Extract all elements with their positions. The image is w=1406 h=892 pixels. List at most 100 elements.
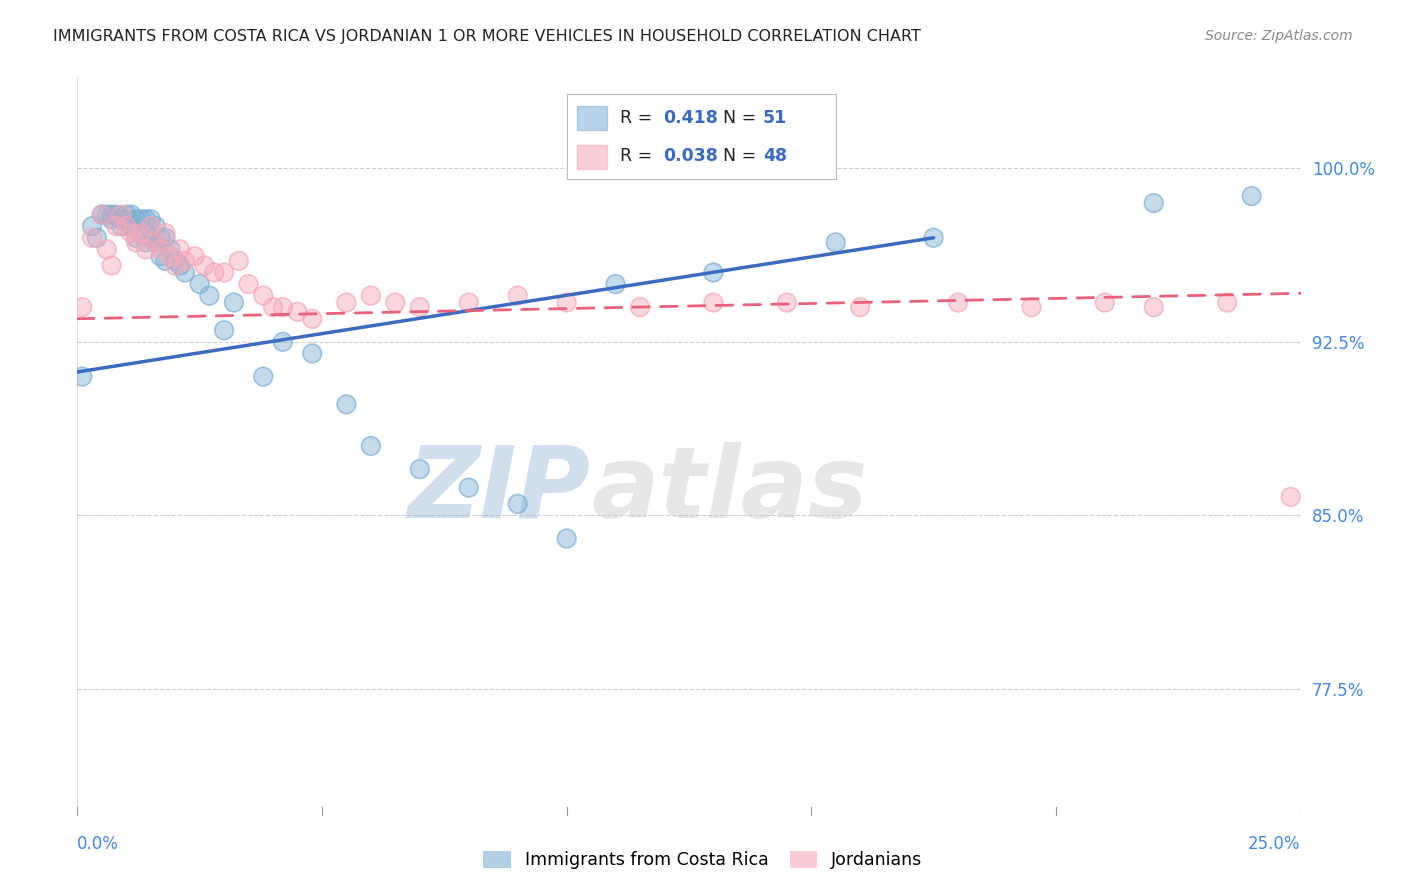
Point: [188, 277, 211, 291]
Point: [360, 439, 382, 453]
Point: [165, 259, 187, 273]
Point: [100, 208, 122, 222]
Point: [105, 208, 128, 222]
Point: [1094, 295, 1116, 310]
Point: [115, 212, 138, 227]
Point: [120, 226, 142, 240]
Point: [80, 219, 103, 234]
Point: [120, 208, 142, 222]
Point: [184, 249, 207, 263]
Point: [1279, 490, 1302, 504]
Point: [105, 219, 128, 234]
Point: [135, 212, 157, 227]
Point: [135, 243, 157, 257]
Point: [824, 235, 846, 250]
Point: [409, 300, 432, 314]
Point: [222, 295, 245, 310]
Point: [228, 254, 250, 268]
Point: [335, 397, 357, 411]
Point: [159, 243, 181, 257]
Point: [70, 300, 93, 314]
Point: [252, 369, 274, 384]
Point: [110, 212, 132, 227]
Point: [198, 288, 221, 302]
Point: [169, 243, 191, 257]
Point: [169, 259, 191, 273]
Point: [100, 259, 122, 273]
Point: [384, 295, 406, 310]
Point: [849, 300, 872, 314]
Point: [135, 235, 157, 250]
Point: [776, 295, 799, 310]
Point: [628, 300, 651, 314]
Point: [212, 323, 235, 337]
Point: [262, 300, 284, 314]
Point: [212, 265, 235, 279]
Point: [335, 397, 357, 411]
Point: [155, 226, 177, 240]
Point: [129, 226, 152, 240]
Point: [457, 295, 479, 310]
Point: [1216, 295, 1239, 310]
Point: [174, 265, 197, 279]
Text: IMMIGRANTS FROM COSTA RICA VS JORDANIAN 1 OR MORE VEHICLES IN HOUSEHOLD CORRELAT: IMMIGRANTS FROM COSTA RICA VS JORDANIAN …: [53, 29, 921, 44]
Point: [1021, 300, 1043, 314]
Point: [506, 288, 529, 302]
Point: [271, 300, 294, 314]
Point: [155, 231, 177, 245]
Point: [135, 235, 157, 250]
Point: [125, 231, 148, 245]
Point: [100, 212, 122, 227]
Point: [125, 235, 148, 250]
Point: [384, 295, 406, 310]
Text: 25.0%: 25.0%: [1249, 835, 1301, 853]
Point: [628, 300, 651, 314]
Point: [301, 311, 323, 326]
Point: [271, 334, 294, 349]
Point: [1143, 300, 1166, 314]
Point: [90, 208, 112, 222]
Point: [287, 305, 309, 319]
Point: [702, 265, 724, 279]
Point: [105, 219, 128, 234]
Point: [145, 219, 167, 234]
Point: [135, 212, 157, 227]
Point: [96, 243, 118, 257]
Point: [165, 254, 187, 268]
Point: [188, 277, 211, 291]
Point: [120, 208, 142, 222]
Point: [145, 235, 167, 250]
Point: [129, 226, 152, 240]
Legend: Immigrants from Costa Rica, Jordanians: Immigrants from Costa Rica, Jordanians: [477, 844, 929, 876]
Point: [824, 235, 846, 250]
Point: [212, 323, 235, 337]
Point: [149, 243, 172, 257]
Point: [922, 231, 945, 245]
Point: [174, 265, 197, 279]
Point: [149, 231, 172, 245]
Point: [409, 462, 432, 476]
Point: [115, 219, 138, 234]
Point: [605, 277, 627, 291]
Point: [457, 481, 479, 495]
Point: [252, 288, 274, 302]
Point: [1216, 295, 1239, 310]
Point: [252, 369, 274, 384]
Point: [110, 219, 132, 234]
Point: [360, 288, 382, 302]
Point: [96, 208, 118, 222]
Point: [139, 212, 162, 227]
Point: [922, 231, 945, 245]
Point: [1094, 295, 1116, 310]
Point: [70, 369, 93, 384]
Point: [165, 259, 187, 273]
Point: [129, 212, 152, 227]
Point: [86, 231, 108, 245]
Point: [110, 219, 132, 234]
Point: [202, 265, 225, 279]
Point: [165, 254, 187, 268]
Point: [115, 212, 138, 227]
Point: [96, 243, 118, 257]
Point: [120, 219, 142, 234]
Point: [120, 226, 142, 240]
